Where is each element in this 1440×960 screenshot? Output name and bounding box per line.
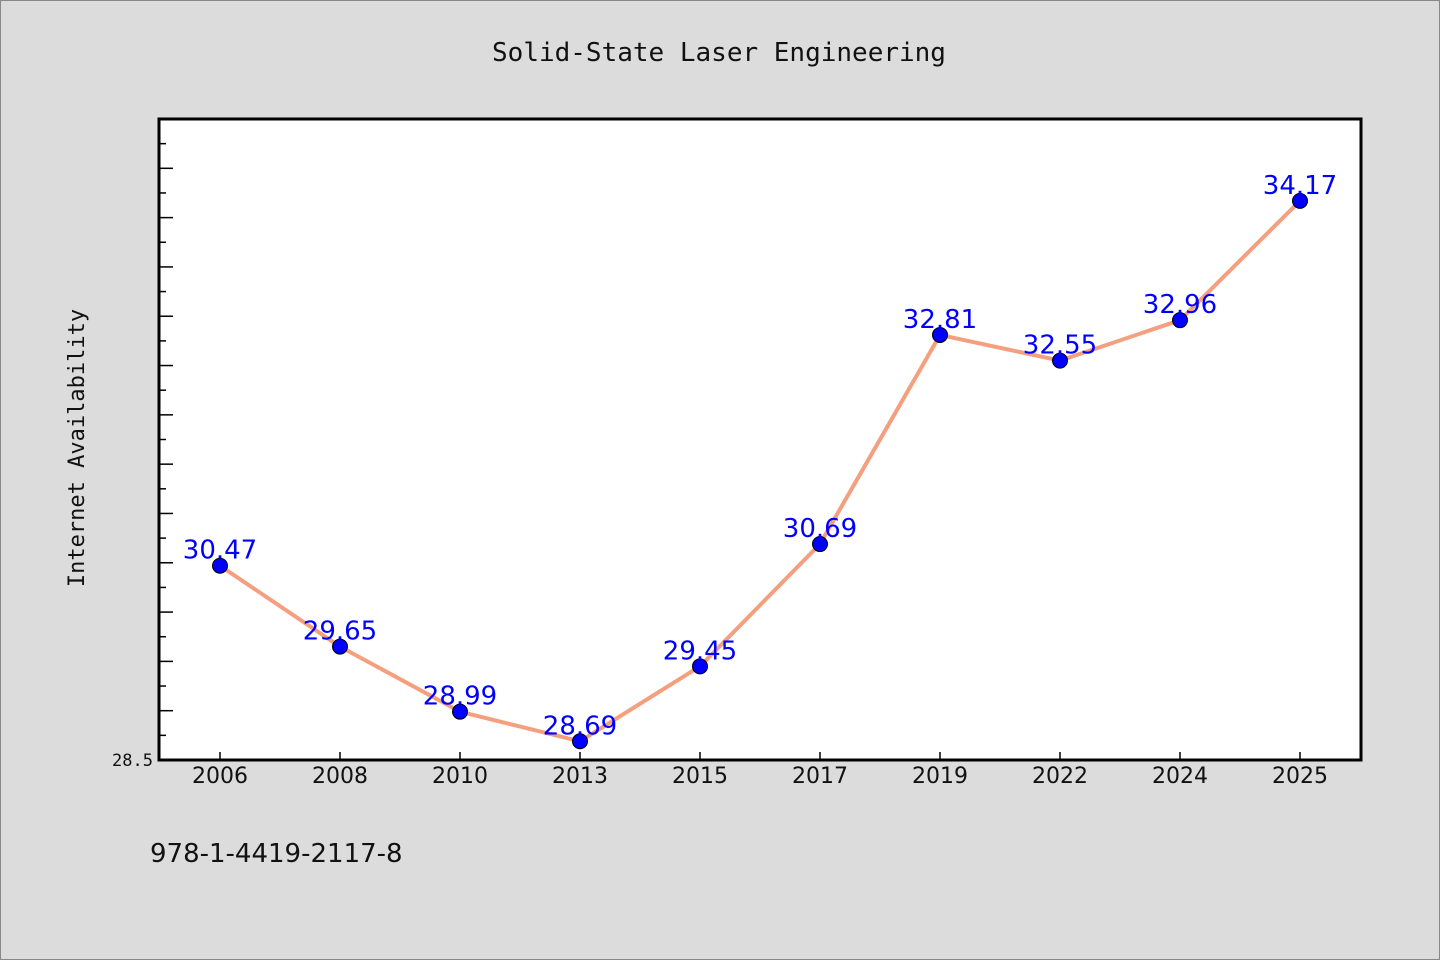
data-labels: 30.47 29.65 28.99 28.69 29.45 30.69 32.81 32.55…: [183, 171, 1337, 741]
data-label: 28.99: [423, 682, 497, 712]
x-tick-label: 2008: [312, 764, 368, 789]
data-point: [572, 733, 588, 750]
x-tick-label: 2006: [192, 764, 248, 789]
data-point: [332, 638, 348, 655]
data-label: 32.96: [1143, 290, 1217, 320]
x-tick-label: 2010: [432, 764, 488, 789]
y-axis-label: Internet Availability: [65, 309, 90, 587]
data-label: 29.65: [303, 617, 377, 647]
x-tick-label: 2013: [552, 764, 608, 789]
x-tick-label: 2025: [1272, 764, 1328, 789]
data-point: [1292, 192, 1308, 209]
y-axis-ticks: [159, 118, 173, 761]
chart-title: Solid-State Laser Engineering: [492, 38, 946, 68]
x-tick-label: 2024: [1152, 764, 1208, 789]
data-label: 32.81: [903, 305, 977, 335]
data-point: [1172, 312, 1188, 329]
data-label: 29.45: [663, 636, 737, 666]
data-label: 28.69: [543, 711, 617, 741]
data-point: [812, 536, 828, 553]
x-tick-label: 2017: [792, 764, 848, 789]
y-tick-label: 28.5: [112, 751, 153, 771]
data-point: [932, 326, 948, 343]
data-label: 30.47: [183, 536, 257, 566]
plot-area: [157, 117, 1363, 762]
series-line: [218, 198, 1302, 744]
x-tick-label: 2015: [672, 764, 728, 789]
data-label: 34.17: [1263, 171, 1337, 201]
series-markers: [212, 192, 1308, 750]
data-label: 32.55: [1023, 331, 1097, 361]
data-label: 30.69: [783, 514, 857, 544]
x-tick-label: 2022: [1032, 764, 1088, 789]
x-tick-label: 2019: [912, 764, 968, 789]
data-point: [452, 703, 468, 720]
data-point: [212, 557, 228, 574]
data-point: [692, 658, 708, 675]
data-point: [1052, 352, 1068, 369]
footer-isbn: 978-1-4419-2117-8: [150, 839, 403, 869]
x-axis-ticks: 2006 2008 2010 2013 2015 2017 2019 2022 2024 2025: [192, 752, 1328, 789]
